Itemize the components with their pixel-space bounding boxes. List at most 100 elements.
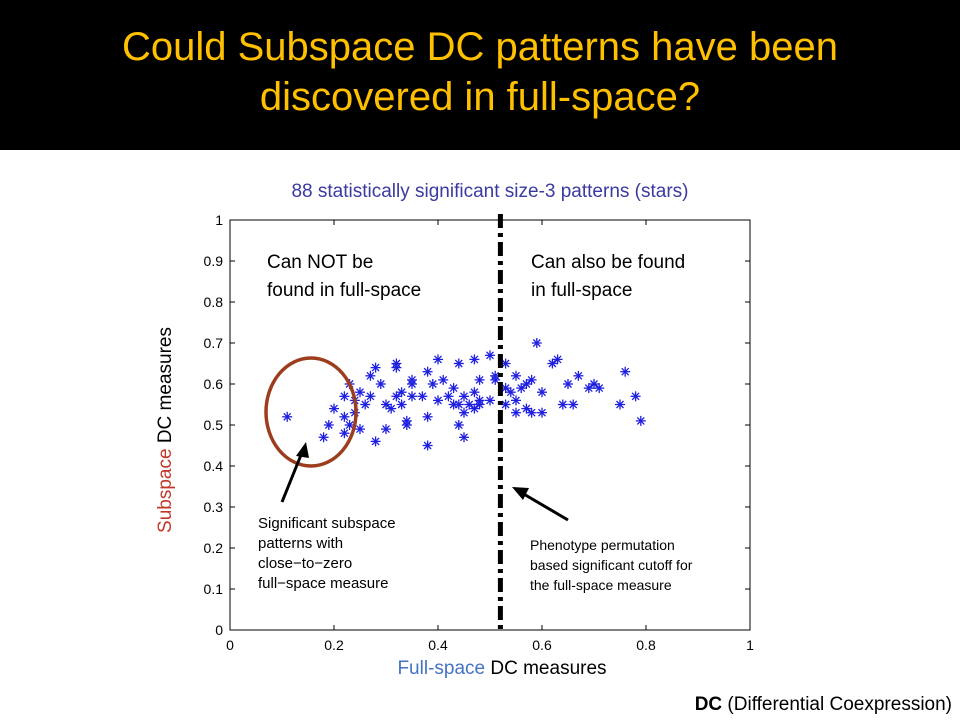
data-point bbox=[339, 391, 350, 402]
y-tick-label: 0.2 bbox=[204, 540, 224, 556]
chart-title: 88 statistically significant size-3 patt… bbox=[291, 181, 688, 202]
region-right-line-1: Can also be found bbox=[531, 252, 685, 273]
annotation-left-line-1: Significant subspace bbox=[258, 515, 396, 532]
annotation-right-line-2: based significant cutoff for bbox=[530, 557, 693, 573]
data-point bbox=[568, 399, 579, 410]
data-point bbox=[360, 399, 371, 410]
data-point bbox=[422, 440, 433, 451]
data-point bbox=[355, 424, 365, 435]
region-right-line-2: in full-space bbox=[531, 280, 632, 301]
slide-title: Could Subspace DC patterns have been dis… bbox=[121, 25, 838, 119]
data-point bbox=[635, 415, 646, 426]
data-point bbox=[485, 395, 495, 406]
data-point bbox=[318, 432, 329, 443]
arrow-left bbox=[280, 449, 305, 503]
data-point bbox=[531, 338, 542, 348]
y-axis-label: Subspace DC measures bbox=[155, 327, 176, 533]
data-point bbox=[344, 420, 355, 430]
x-axis-label: Full-space DC measures bbox=[397, 658, 606, 679]
data-point bbox=[511, 395, 521, 406]
annotation-right: Phenotype permutation based significant … bbox=[530, 537, 696, 593]
data-point bbox=[469, 403, 480, 414]
data-point bbox=[469, 354, 480, 365]
data-point bbox=[563, 379, 573, 389]
y-tick-label: 0.4 bbox=[204, 458, 224, 474]
data-point bbox=[583, 383, 594, 394]
x-tick-label: 0.8 bbox=[636, 637, 656, 653]
data-point bbox=[401, 420, 412, 430]
data-point bbox=[511, 407, 521, 418]
data-point bbox=[375, 379, 386, 389]
footnote-abbrev: DC bbox=[694, 694, 723, 715]
x-axis-label-rest: DC measures bbox=[485, 658, 606, 679]
data-point bbox=[386, 403, 397, 414]
annotation-right-line-1: Phenotype permutation bbox=[530, 537, 675, 553]
y-tick-label: 0.9 bbox=[204, 253, 224, 269]
data-point bbox=[500, 399, 511, 410]
data-point bbox=[433, 354, 443, 365]
data-point bbox=[391, 358, 402, 369]
data-point bbox=[511, 370, 521, 381]
data-point bbox=[630, 391, 641, 402]
data-point bbox=[339, 428, 350, 439]
data-points bbox=[282, 338, 646, 451]
data-point bbox=[427, 379, 438, 389]
data-point bbox=[381, 399, 391, 410]
data-point bbox=[459, 432, 469, 443]
data-point bbox=[537, 387, 547, 398]
data-point bbox=[594, 383, 605, 394]
data-point bbox=[552, 354, 563, 365]
data-point bbox=[526, 374, 537, 385]
data-point bbox=[474, 399, 485, 410]
data-point bbox=[438, 374, 449, 385]
data-point bbox=[459, 407, 469, 418]
region-left-line-1: Can NOT be bbox=[267, 252, 373, 273]
data-point bbox=[453, 358, 464, 369]
x-tick-label: 0 bbox=[226, 637, 234, 653]
x-tick-label: 0.6 bbox=[532, 637, 552, 653]
data-point bbox=[474, 374, 485, 385]
title-bar bbox=[0, 0, 960, 150]
plot-axes: 0 0.2 0.4 0.6 0.8 1 0 0.1 0.2 0.3 0.4 0.5 0.6 0.7 0.8 0… bbox=[204, 212, 755, 653]
data-point bbox=[433, 395, 443, 406]
data-point bbox=[365, 370, 376, 381]
data-point bbox=[615, 399, 625, 410]
data-point bbox=[521, 403, 532, 414]
data-point bbox=[573, 370, 584, 381]
highlight-circle bbox=[264, 356, 358, 468]
arrow-right bbox=[521, 491, 569, 522]
data-point bbox=[505, 387, 516, 398]
data-point bbox=[370, 362, 381, 373]
data-point bbox=[407, 374, 417, 385]
data-point bbox=[339, 411, 350, 422]
data-point bbox=[422, 411, 433, 422]
data-point bbox=[365, 391, 376, 402]
y-axis-label-accent: Subspace bbox=[155, 448, 176, 533]
data-point bbox=[464, 399, 475, 410]
scatter-chart: 88 statistically significant size-3 patt… bbox=[155, 181, 755, 679]
data-point bbox=[323, 420, 334, 430]
y-tick-label: 0.3 bbox=[204, 499, 224, 515]
data-point bbox=[521, 379, 532, 389]
data-point bbox=[407, 391, 417, 402]
data-point bbox=[422, 366, 433, 377]
y-tick-label: 0.7 bbox=[204, 335, 224, 351]
data-point bbox=[282, 411, 293, 422]
annotation-left-line-2: patterns with bbox=[258, 535, 343, 552]
y-axis-label-rest: DC measures bbox=[155, 327, 176, 448]
data-point bbox=[589, 379, 599, 389]
x-tick-label: 0.2 bbox=[324, 637, 344, 653]
data-point bbox=[396, 387, 407, 398]
data-point bbox=[448, 383, 459, 394]
data-point bbox=[370, 436, 381, 447]
region-left-line-2: found in full-space bbox=[267, 280, 421, 301]
data-point bbox=[557, 399, 568, 410]
data-point bbox=[537, 407, 547, 418]
annotation-right-line-3: the full-space measure bbox=[530, 577, 672, 593]
y-tick-label: 0.8 bbox=[204, 294, 224, 310]
data-point bbox=[381, 424, 391, 435]
footnote-text: (Differential Coexpression) bbox=[722, 694, 952, 715]
data-point bbox=[391, 391, 402, 402]
y-tick-label: 1 bbox=[215, 212, 223, 228]
data-point bbox=[453, 420, 464, 430]
